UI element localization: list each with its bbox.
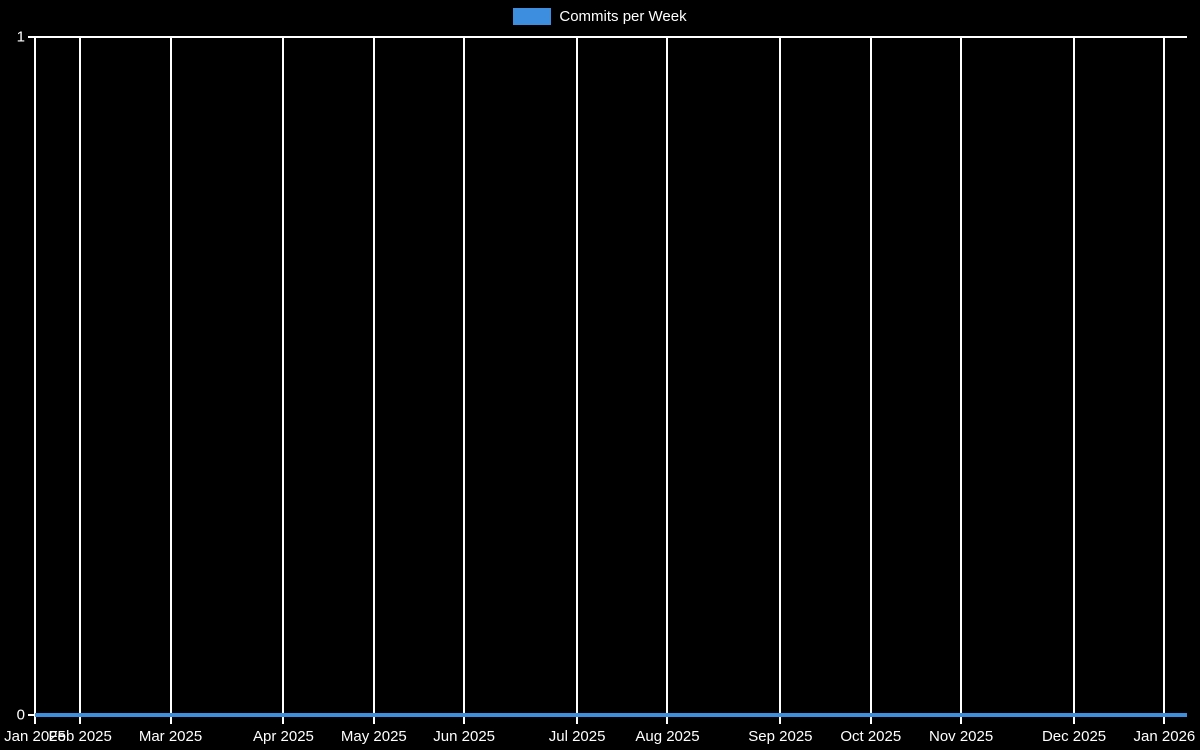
- x-tick-label-12: Jan 2026: [1133, 728, 1196, 745]
- x-tick-label-2: Mar 2025: [138, 728, 203, 745]
- x-tick-label-0: Jan 2025: [4, 728, 66, 745]
- x-tick-label-8: Sep 2025: [748, 728, 813, 745]
- x-gridline-jul-2025: [576, 37, 579, 724]
- y-tick-label-1: 1: [16, 28, 25, 46]
- legend-swatch-icon: [513, 8, 552, 25]
- x-tick-label-5: Jun 2025: [433, 728, 496, 745]
- x-tick-label-4: May 2025: [340, 728, 407, 745]
- legend-item-commits-per-week[interactable]: Commits per Week: [0, 8, 1200, 25]
- x-gridline-jan-2025: [34, 37, 36, 724]
- x-gridline-aug-2025: [666, 37, 669, 724]
- y-gridline-max: [28, 36, 1187, 38]
- x-gridline-mar-2025: [169, 37, 172, 724]
- x-gridline-feb-2025: [79, 37, 82, 724]
- series-line-commits-per-week: [35, 712, 1187, 717]
- x-gridline-may-2025: [372, 37, 375, 724]
- x-tick-label-10: Nov 2025: [929, 728, 994, 745]
- y-tick-mark-1: [28, 36, 35, 38]
- x-tick-label-6: Jul 2025: [548, 728, 606, 745]
- y-tick-label-0: 0: [16, 706, 25, 724]
- x-gridline-sep-2025: [779, 37, 782, 724]
- y-tick-mark-0: [28, 714, 35, 716]
- x-gridline-apr-2025: [282, 37, 285, 724]
- x-tick-label-11: Dec 2025: [1041, 728, 1107, 745]
- x-gridline-oct-2025: [869, 37, 872, 724]
- x-gridline-jan-2026: [1163, 37, 1166, 724]
- legend-label: Commits per Week: [559, 8, 687, 25]
- x-gridline-jun-2025: [463, 37, 466, 724]
- x-gridline-nov-2025: [960, 37, 963, 724]
- x-tick-label-7: Aug 2025: [635, 728, 700, 745]
- x-tick-label-3: Apr 2025: [253, 728, 314, 745]
- x-tick-label-1: Feb 2025: [48, 728, 112, 745]
- x-gridline-dec-2025: [1073, 37, 1076, 724]
- x-tick-label-9: Oct 2025: [840, 728, 902, 745]
